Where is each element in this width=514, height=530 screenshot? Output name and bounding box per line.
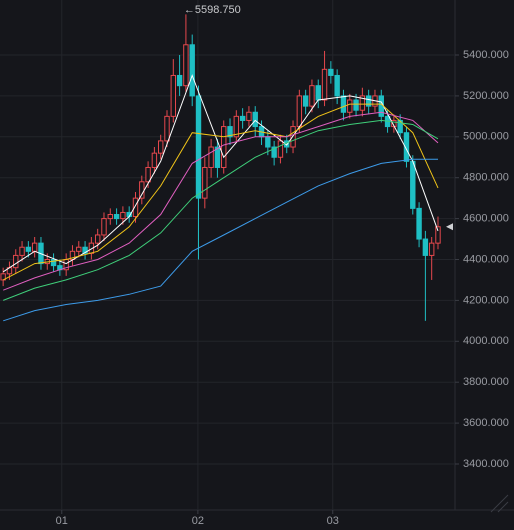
y-tick-label: 3600.000 xyxy=(463,417,509,429)
candle-body xyxy=(183,44,189,87)
y-tick-label: 4800.000 xyxy=(463,172,509,184)
candle-body xyxy=(227,126,233,138)
candle-body xyxy=(50,258,57,267)
y-tick-label: 3800.000 xyxy=(463,376,509,388)
candle-body xyxy=(340,95,347,113)
y-tick-label: 5000.000 xyxy=(463,131,509,143)
x-tick-label: 02 xyxy=(192,515,204,527)
y-tick-label: 4000.000 xyxy=(463,335,509,347)
candle-body xyxy=(309,85,315,107)
candle-body xyxy=(321,68,328,101)
x-tick-label: 01 xyxy=(56,515,68,527)
candle-body xyxy=(120,211,126,220)
candle-body xyxy=(328,68,334,76)
y-tick-label: 4200.000 xyxy=(463,294,509,306)
candle-body xyxy=(221,126,227,168)
candle-body xyxy=(353,99,359,111)
candle-body xyxy=(359,95,366,111)
candle-body xyxy=(202,166,208,199)
candle-body xyxy=(397,119,403,134)
last-price-marker xyxy=(446,223,453,231)
x-tick-label: 03 xyxy=(327,515,339,527)
y-tick-label: 5200.000 xyxy=(463,90,509,102)
candle-body xyxy=(296,95,303,128)
candle-body xyxy=(239,115,246,121)
y-tick-label: 4400.000 xyxy=(463,253,509,265)
candle-body xyxy=(233,115,240,138)
moving-average-line xyxy=(3,111,439,291)
candle-body xyxy=(252,111,258,128)
candle-body xyxy=(189,44,195,97)
moving-average-line xyxy=(3,158,438,322)
candle-body xyxy=(302,95,309,107)
candle-body xyxy=(101,218,107,236)
candle-body xyxy=(76,246,82,252)
candle-body xyxy=(277,140,284,158)
candle-body xyxy=(31,242,38,252)
candle-body xyxy=(0,273,6,281)
candle-body xyxy=(107,214,113,220)
candle-body xyxy=(246,111,252,121)
candle-body xyxy=(157,140,164,154)
candle-body xyxy=(139,181,145,199)
candle-body xyxy=(214,146,221,168)
candle-body xyxy=(25,246,32,252)
moving-average-line xyxy=(2,74,439,273)
candle-body xyxy=(208,146,214,168)
candle-body xyxy=(170,74,177,117)
candle-body xyxy=(19,246,25,256)
candle-body xyxy=(195,95,202,199)
candle-body xyxy=(164,115,170,142)
resize-handle xyxy=(490,494,509,513)
candle-body xyxy=(416,207,422,240)
candle-body xyxy=(410,160,416,209)
candle-body xyxy=(13,254,19,269)
candle-body xyxy=(82,246,88,254)
candle-body xyxy=(403,132,410,162)
candle-body xyxy=(132,197,139,218)
candle-body xyxy=(113,214,120,220)
candle-body xyxy=(265,136,271,148)
y-tick-label: 3400.000 xyxy=(463,458,509,470)
moving-average-line xyxy=(2,103,439,281)
candle-body xyxy=(422,238,429,256)
y-tick-label: 5400.000 xyxy=(463,49,509,61)
moving-average-line xyxy=(3,119,439,301)
candle-body xyxy=(365,95,372,107)
candle-body xyxy=(145,166,151,183)
y-tick-label: 4600.000 xyxy=(463,213,509,225)
candle-body xyxy=(271,146,277,158)
candle-body xyxy=(176,74,183,87)
candle-body xyxy=(347,99,353,113)
high-annotation: ←5598.750 xyxy=(184,4,241,16)
candle-body xyxy=(334,74,340,97)
candle-body xyxy=(151,152,158,168)
candle-body xyxy=(315,85,321,101)
candle-body xyxy=(428,242,435,256)
candle-body xyxy=(94,234,101,244)
candle-body xyxy=(435,226,441,244)
